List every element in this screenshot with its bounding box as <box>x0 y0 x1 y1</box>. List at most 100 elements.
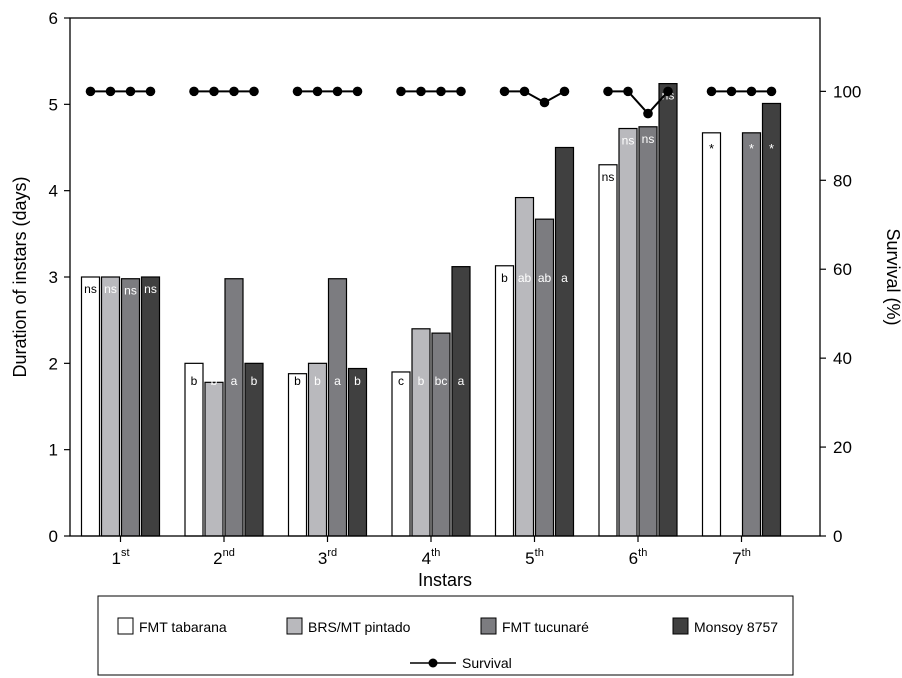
x-axis-title: Instars <box>418 570 472 590</box>
y2-tick-label-100: 100 <box>833 82 861 101</box>
y-tick-label-2: 2 <box>49 354 58 373</box>
y-tick-label-1: 1 <box>49 441 58 460</box>
y-tick-label-5: 5 <box>49 95 58 114</box>
survival-point-1-3 <box>249 86 259 97</box>
legend-swatch-3 <box>672 617 689 635</box>
survival-point-5-0 <box>603 86 613 97</box>
survival-layer <box>85 86 777 119</box>
y2-tick-label-20: 20 <box>833 438 852 457</box>
bar-0-3 <box>140 276 161 537</box>
bar-label-1-2: a <box>231 374 238 388</box>
bar-label-0-0: ns <box>84 282 97 296</box>
bar-label-5-1: ns <box>622 134 635 148</box>
survival-point-4-2 <box>539 97 550 108</box>
x-tick-label-4: 5th <box>525 547 544 568</box>
survival-line-4 <box>504 90 565 104</box>
legend-label-2: FMT tucunaré <box>502 619 589 635</box>
survival-point-3-1 <box>416 86 426 97</box>
survival-point-6-1 <box>726 86 737 97</box>
bar-label-6-3: * <box>769 141 774 156</box>
bar-label-3-3: a <box>458 374 465 388</box>
y2-tick-label-40: 40 <box>833 349 852 368</box>
bar-1-0 <box>184 362 204 537</box>
survival-point-1-2 <box>229 86 239 97</box>
bar-5-3 <box>658 83 678 537</box>
legend-swatch-0 <box>117 617 134 635</box>
x-tick-label-5: 6th <box>629 547 648 568</box>
y-tick-label-3: 3 <box>49 268 58 287</box>
bar-2-2 <box>327 278 348 537</box>
legend-label-3: Monsoy 8757 <box>694 619 778 635</box>
bar-3-1 <box>411 328 431 537</box>
survival-point-0-3 <box>145 86 156 97</box>
x-tick-label-0: 1st <box>111 547 129 568</box>
legend-survival-marker <box>428 658 438 668</box>
y2-tick-label-0: 0 <box>833 527 842 546</box>
legend-box <box>97 595 794 676</box>
survival-point-5-3 <box>663 86 673 97</box>
bar-4-0 <box>494 265 515 537</box>
survival-point-6-2 <box>746 86 757 97</box>
bar-2-0 <box>287 373 308 537</box>
survival-point-4-3 <box>559 86 570 97</box>
bar-3-3 <box>451 266 471 537</box>
y-tick-label-6: 6 <box>49 9 58 28</box>
y-tick-label-4: 4 <box>49 182 58 201</box>
x-tick-label-6: 7th <box>732 547 751 568</box>
bar-5-0 <box>598 164 618 537</box>
bar-4-3 <box>554 146 575 537</box>
survival-point-4-0 <box>499 86 510 97</box>
y-axis-title: Duration of instars (days) <box>10 176 30 377</box>
x-tick-label-3: 4th <box>422 547 441 568</box>
bar-label-5-0: ns <box>602 170 615 184</box>
x-tick-label-1: 2nd <box>213 547 235 568</box>
bar-label-2-0: b <box>294 374 301 388</box>
survival-point-0-0 <box>85 86 96 97</box>
bar-3-2 <box>431 332 451 537</box>
bar-label-1-3: b <box>251 374 258 388</box>
bar-5-2 <box>638 126 658 537</box>
legend-survival-label: Survival <box>462 655 512 671</box>
bar-label-3-1: b <box>418 374 425 388</box>
survival-point-1-1 <box>209 86 219 97</box>
survival-point-2-1 <box>312 86 323 97</box>
bar-label-6-2: * <box>749 141 754 156</box>
bar-label-0-3: ns <box>144 282 157 296</box>
bar-1-3 <box>244 362 264 537</box>
legend-swatch-2 <box>480 617 497 635</box>
legend-label-0: FMT tabarana <box>139 619 227 635</box>
bar-4-1 <box>514 196 535 537</box>
bar-label-4-2: ab <box>538 271 552 285</box>
survival-point-0-2 <box>125 86 136 97</box>
y2-tick-label-80: 80 <box>833 171 852 190</box>
left-axis: 0 1 2 3 4 5 6 <box>49 9 70 546</box>
bar-4-2 <box>534 218 555 537</box>
survival-point-6-3 <box>766 86 777 97</box>
legend-items: FMT tabarana BRS/MT pintado FMT tucunaré Mo… <box>117 617 778 635</box>
survival-point-3-2 <box>436 86 446 97</box>
bar-label-0-2: ns <box>124 284 137 298</box>
bar-label-3-2: bc <box>435 374 448 388</box>
bar-5-1 <box>618 127 638 537</box>
bar-1-2 <box>224 278 244 537</box>
bar-3-0 <box>391 371 411 537</box>
bar-label-1-0: b <box>191 374 198 388</box>
survival-point-2-3 <box>352 86 363 97</box>
bar-label-4-0: b <box>501 271 508 285</box>
bar-label-4-1: ab <box>518 271 532 285</box>
x-tick-label-2: 3rd <box>318 547 337 568</box>
bar-label-2-3: b <box>354 374 361 388</box>
bar-layer <box>80 83 782 537</box>
legend-swatch-1 <box>286 617 303 635</box>
x-axis: 1st 2nd 3rd 4th 5th 6th 7th <box>111 536 751 568</box>
survival-point-3-0 <box>396 86 406 97</box>
bar-6-0 <box>701 132 722 537</box>
bar-6-3 <box>761 102 782 537</box>
survival-point-4-1 <box>519 86 530 97</box>
survival-point-6-0 <box>706 86 717 97</box>
survival-point-5-1 <box>623 86 633 97</box>
bar-2-1 <box>307 362 328 537</box>
survival-point-5-2 <box>643 108 653 119</box>
survival-line-5 <box>608 90 669 116</box>
